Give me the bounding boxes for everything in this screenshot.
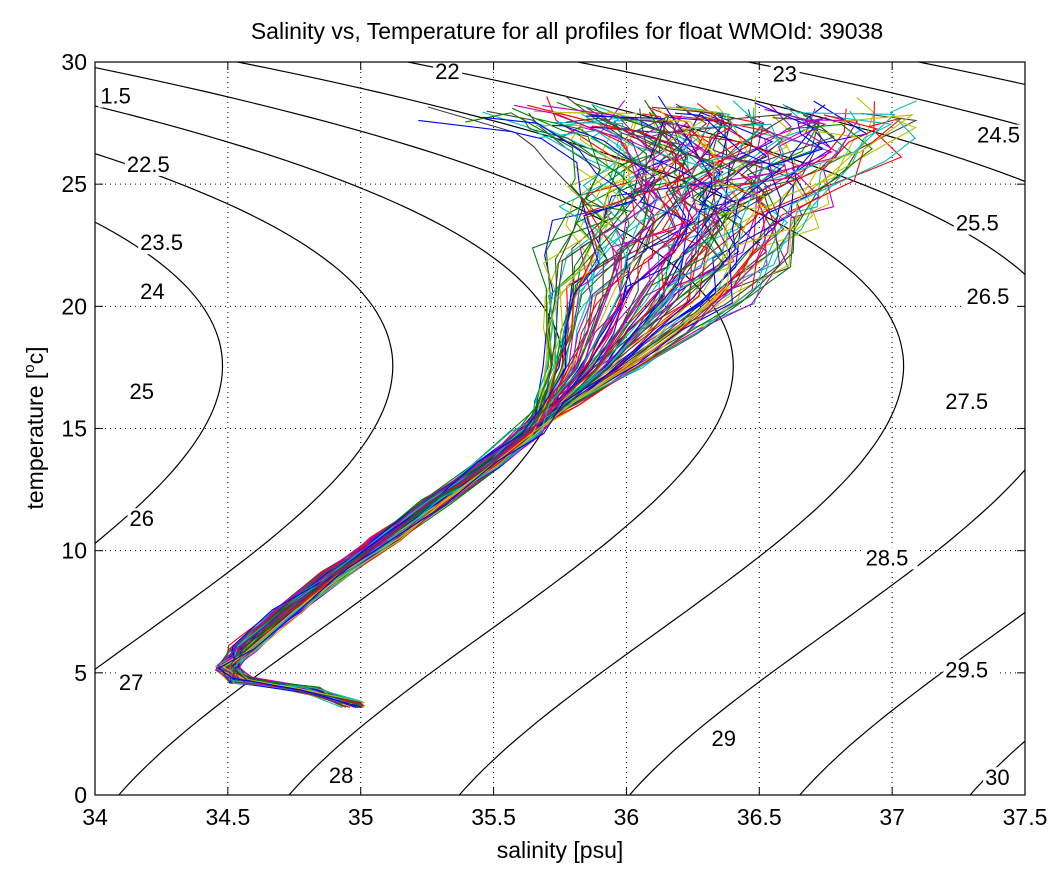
density-contour	[575, 62, 1025, 795]
y-axis-label: temperature [oc]	[21, 346, 48, 509]
profile-line	[230, 115, 670, 704]
axis-ticks: 34 34.5 35 35.5 36 36.5 37 37.5 0 5 10 15 20 25 30	[61, 49, 1047, 830]
density-contour-label: 29	[711, 726, 735, 751]
contour-label-background	[975, 124, 1030, 147]
chart-title: Salinity vs, Temperature for all profile…	[251, 18, 883, 44]
density-contour	[95, 221, 224, 545]
y-tick-label: 0	[74, 782, 87, 808]
density-contour-label: 27.5	[945, 389, 988, 414]
profile-line	[230, 113, 793, 708]
y-axis-label-unit: c]	[22, 346, 48, 364]
density-contour	[95, 153, 394, 671]
contour-label-background	[863, 547, 918, 570]
contour-label-background	[770, 63, 800, 86]
x-tick-label: 37.5	[1003, 804, 1048, 830]
density-contour-label: 25	[130, 379, 154, 404]
density-contour-label: 22.5	[127, 152, 170, 177]
density-contour-label: 24.5	[977, 123, 1020, 148]
y-tick-label: 5	[74, 660, 87, 686]
y-tick-label: 20	[61, 293, 87, 319]
contour-label-background	[943, 659, 998, 682]
density-contour-labels: 1.5 22 22.5 23 23.5 24 24.5 25 25.5 26 26.5 27 27.5 2…	[98, 59, 1030, 790]
contour-label-background	[709, 728, 739, 751]
contour-label-background	[433, 61, 463, 84]
x-tick-label: 34	[82, 804, 108, 830]
contour-label-background	[138, 232, 193, 255]
profile-line	[227, 102, 731, 703]
contour-label-background	[124, 153, 179, 176]
y-axis-label-main: temperature [	[22, 372, 48, 509]
density-contour-label: 23	[773, 62, 797, 87]
x-tick-label: 36	[614, 804, 640, 830]
profile-line	[237, 114, 683, 708]
density-contour-label: 28	[329, 763, 353, 788]
contour-label-background	[116, 671, 146, 694]
density-contour	[95, 67, 734, 795]
contour-label-background	[326, 764, 356, 787]
profile-line	[217, 112, 782, 707]
profile-line	[216, 104, 677, 705]
contour-label-background	[953, 212, 1008, 235]
y-tick-label: 10	[61, 538, 87, 564]
density-contour-label: 28.5	[866, 545, 909, 570]
x-tick-label: 35.5	[471, 804, 516, 830]
density-contour-label: 24	[140, 279, 164, 304]
y-axis-label-superscript: o	[21, 364, 38, 372]
density-contour-label: 30	[985, 765, 1009, 790]
x-tick-label: 35	[348, 804, 374, 830]
contour-label-background	[127, 381, 157, 404]
density-contour-label: 25.5	[956, 211, 999, 236]
density-contour-label: 22	[435, 59, 459, 84]
y-tick-label: 30	[61, 49, 87, 75]
density-contour-label: 1.5	[100, 84, 131, 109]
density-contour-label: 29.5	[945, 658, 988, 683]
y-tick-label: 15	[61, 416, 87, 442]
contour-label-background	[983, 767, 1013, 790]
contour-label-background	[138, 281, 168, 304]
x-tick-label: 34.5	[205, 804, 250, 830]
contour-label-background	[127, 508, 157, 531]
x-axis-label: salinity [psu]	[497, 837, 624, 863]
contour-label-background	[964, 285, 1019, 308]
density-contour-label: 26.5	[967, 284, 1010, 309]
y-tick-label: 25	[61, 171, 87, 197]
density-contour-label: 23.5	[140, 230, 183, 255]
density-contour-label: 27	[119, 670, 143, 695]
x-tick-label: 37	[879, 804, 905, 830]
profile-line	[234, 112, 896, 707]
density-contour	[234, 62, 905, 795]
x-tick-label: 36.5	[737, 804, 782, 830]
contour-label-background	[943, 390, 998, 413]
profile-line	[219, 106, 719, 708]
profile-lines	[214, 94, 918, 709]
contour-label-background	[98, 85, 140, 108]
profile-line	[230, 100, 763, 708]
density-contour-label: 26	[130, 506, 154, 531]
